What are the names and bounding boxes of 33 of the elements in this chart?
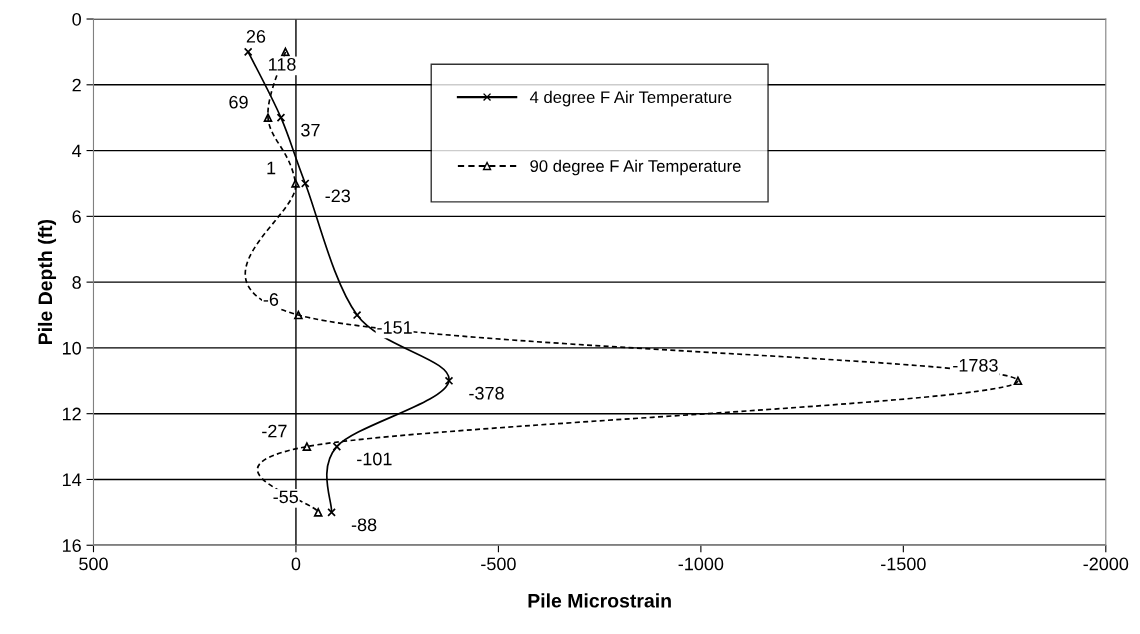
legend-label: 4 degree F Air Temperature: [529, 90, 732, 107]
data-label: -151: [377, 321, 412, 334]
data-label: -27: [262, 424, 287, 438]
data-label: 26: [246, 30, 266, 43]
x-tick-label: 0: [291, 557, 301, 571]
data-label: 118: [268, 57, 296, 71]
y-tick-label: 16: [62, 539, 81, 552]
y-tick-label: 2: [72, 78, 81, 92]
x-axis-title: Pile Microstrain: [528, 593, 671, 608]
x-tick-label: -1000: [678, 557, 724, 571]
y-tick-label: 12: [62, 407, 81, 421]
data-label: -88: [351, 518, 377, 532]
x-tick-label: 500: [79, 557, 108, 571]
data-label: -101: [357, 452, 392, 466]
data-label: -55: [273, 490, 299, 504]
legend-label: 90 degree F Air Temperature: [530, 159, 741, 176]
y-tick-label: 4: [72, 144, 82, 158]
data-label: -6: [263, 293, 279, 306]
y-tick-label: 6: [72, 210, 81, 224]
y-tick-label: 8: [72, 276, 81, 289]
y-tick-label: 0: [72, 12, 81, 26]
data-label: 69: [229, 95, 248, 109]
y-tick-label: 10: [62, 341, 81, 355]
data-label: -23: [325, 189, 350, 203]
data-label: -1783: [953, 358, 998, 372]
x-tick-label: -1500: [881, 557, 926, 571]
y-tick-label: 14: [62, 473, 82, 486]
data-label: -378: [469, 386, 504, 400]
data-label: 1: [267, 161, 276, 175]
x-tick-label: -2000: [1083, 557, 1129, 571]
data-label: 37: [301, 123, 320, 137]
x-tick-label: -500: [481, 557, 516, 571]
y-axis-title: Pile Depth (ft): [37, 219, 57, 345]
